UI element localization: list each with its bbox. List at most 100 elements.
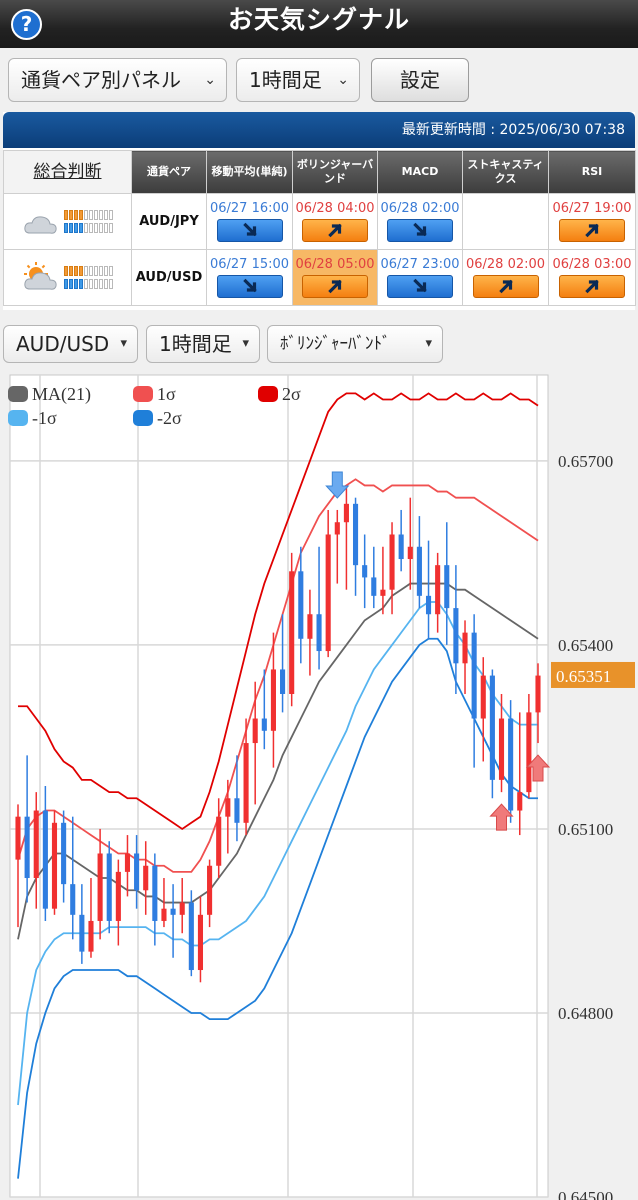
candle-body [261, 718, 267, 731]
y-tick-label: 0.65400 [558, 636, 613, 655]
candle-body [517, 792, 523, 811]
legend-label: -2σ [157, 408, 182, 428]
overall-cell[interactable] [3, 249, 132, 306]
meter-cell [104, 266, 108, 276]
chart-indicator-label: ﾎﾞﾘﾝｼﾞｬｰﾊﾞﾝﾄﾞ [280, 334, 391, 354]
rsi-cell[interactable]: 06/28 03:00 [548, 249, 636, 306]
overall-cell[interactable] [3, 193, 132, 250]
candle-body [526, 712, 532, 793]
rsi-cell[interactable]: 06/27 19:00 [548, 193, 636, 250]
arrow-down-right-icon[interactable] [387, 274, 453, 298]
arrow-up-right-icon[interactable] [302, 218, 368, 242]
strength-meter-o [64, 210, 113, 220]
signal-row[interactable]: AUD/JPY 06/27 16:00 06/28 04:00 06/28 02:00… [3, 193, 636, 250]
chart-pair-select[interactable]: AUD/USD ▾ [3, 325, 138, 363]
updown-icon: ▾ [242, 336, 249, 351]
legend-swatch [8, 386, 28, 402]
stoch-header: ストキャスティクス [462, 150, 549, 194]
candle-body [471, 632, 477, 719]
app-title: お天気シグナル [227, 5, 410, 34]
candle-body [51, 822, 58, 909]
meter-cell [99, 279, 103, 289]
legend-label: MA(21) [32, 384, 91, 405]
candle-body [15, 816, 21, 860]
meter-cell [64, 223, 68, 233]
macd-cell[interactable]: 06/28 02:00 [377, 193, 463, 250]
ma-cell[interactable]: 06/27 16:00 [206, 193, 293, 250]
candle-body [61, 822, 67, 885]
arrow-down-right-icon[interactable] [216, 218, 283, 242]
candle-body [416, 546, 422, 596]
candle-body [252, 718, 258, 744]
bollinger-cell[interactable]: 06/28 05:00 [292, 249, 378, 306]
candle-body [307, 614, 313, 639]
chart-timeframe-select[interactable]: 1時間足 ▾ [146, 325, 260, 363]
arrow-up-right-icon[interactable] [559, 218, 625, 242]
signal-row[interactable]: AUD/USD 06/27 15:00 06/28 05:00 06/27 23:00… [3, 249, 636, 306]
ma-cell[interactable]: 06/27 15:00 [206, 249, 293, 306]
question-icon[interactable]: ? [11, 9, 42, 40]
signal-time: 06/28 02:00 [380, 200, 460, 216]
signal-time: 06/27 16:00 [209, 200, 290, 216]
overall-header[interactable]: 総合判断 [3, 150, 132, 194]
panel-select-label: 通貨ペア別パネル [21, 68, 181, 92]
meter-cell [99, 266, 103, 276]
pair-cell[interactable]: AUD/JPY [131, 193, 207, 250]
pair-cell[interactable]: AUD/USD [131, 249, 207, 306]
candle-body [298, 571, 304, 639]
signal-time: 06/27 19:00 [552, 200, 632, 216]
legend-label: 2σ [282, 384, 301, 404]
candle-body [462, 632, 468, 664]
meter-cell [94, 210, 98, 220]
meter-cell [84, 223, 88, 233]
stoch-cell[interactable]: 06/28 02:00 [462, 249, 549, 306]
updown-icon: ▾ [120, 336, 127, 351]
y-tick-label: 0.64500 [558, 1188, 613, 1200]
price-chart[interactable]: 0.65700 0.65400 0.65100 0.64800 0.64500 MA(21… [0, 370, 638, 1200]
signal-panel: 最新更新時間 : 2025/06/30 07:38 総合判断 通貨ペア 移動平均… [3, 112, 636, 310]
timeframe-select[interactable]: 1時間足 ⌄ [236, 58, 360, 102]
candle-body [197, 914, 204, 971]
band-2sigma-line [18, 392, 539, 831]
meter-cell [74, 210, 78, 220]
candle-body [124, 853, 131, 872]
candle-body [97, 853, 103, 921]
candle-body [325, 534, 331, 652]
panel-select[interactable]: 通貨ペア別パネル ⌄ [8, 58, 227, 102]
meter-cell [109, 279, 113, 289]
candle-body [42, 810, 48, 909]
arrow-down-right-icon[interactable] [387, 218, 453, 242]
settings-button[interactable]: 設定 [371, 58, 469, 102]
signal-table-body: AUD/JPY 06/27 16:00 06/28 04:00 06/28 02:00… [3, 193, 636, 306]
meter-cell [94, 266, 98, 276]
macd-header: MACD [377, 150, 463, 194]
arrow-up-right-icon[interactable] [559, 274, 625, 298]
arrow-up-right-icon[interactable] [472, 274, 539, 298]
chart-pair-label: AUD/USD [16, 332, 110, 356]
macd-cell[interactable]: 06/27 23:00 [377, 249, 463, 306]
candle-body [425, 595, 432, 615]
meter-cell [69, 279, 73, 289]
bollinger-cell[interactable]: 06/28 04:00 [292, 193, 378, 250]
ma-header: 移動平均(単純) [206, 150, 293, 194]
timeframe-select-label: 1時間足 [249, 68, 322, 92]
candle-body [33, 810, 39, 879]
candle-body [243, 743, 249, 823]
candle-body [143, 865, 149, 891]
candle-body [380, 589, 386, 596]
candle-body [444, 565, 450, 609]
chart-indicator-select[interactable]: ﾎﾞﾘﾝｼﾞｬｰﾊﾞﾝﾄﾞ ▾ [267, 325, 443, 363]
updown-icon: ▾ [425, 336, 432, 351]
arrow-up-right-icon[interactable] [302, 274, 368, 298]
candle-body [24, 816, 30, 879]
chart-timeframe-label: 1時間足 [159, 332, 232, 356]
candle-body [343, 503, 349, 523]
meter-cell [89, 266, 93, 276]
candle-body [389, 534, 395, 590]
meter-cell [84, 279, 88, 289]
arrow-down-right-icon[interactable] [216, 274, 283, 298]
meter-cell [89, 279, 93, 289]
meter-cell [74, 266, 78, 276]
candle-body [508, 718, 514, 811]
signal-time: 06/28 04:00 [295, 200, 375, 216]
